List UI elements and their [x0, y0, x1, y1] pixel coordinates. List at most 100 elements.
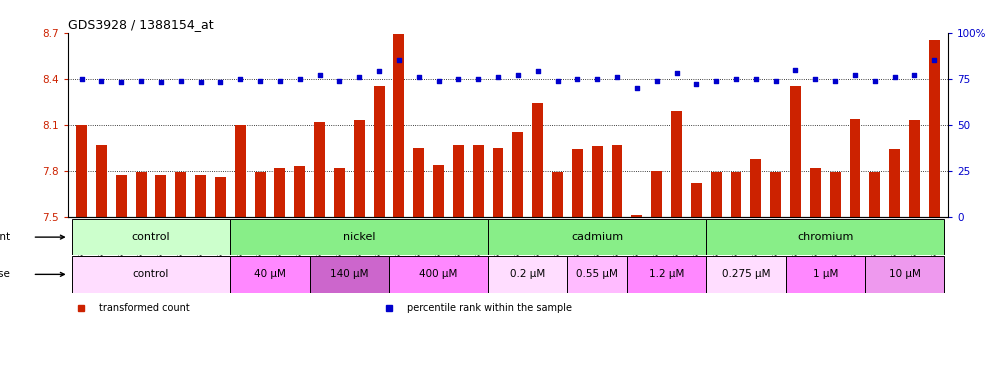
Text: 0.55 μM: 0.55 μM	[577, 269, 619, 280]
Bar	[552, 172, 563, 217]
Point	[172, 78, 188, 84]
Point	[708, 78, 724, 84]
Bar	[72, 256, 230, 293]
Bar	[294, 166, 305, 217]
Bar	[691, 183, 702, 217]
Bar	[706, 256, 786, 293]
Text: GDS3928 / 1388154_at: GDS3928 / 1388154_at	[68, 18, 213, 31]
Point	[847, 72, 863, 78]
Bar	[568, 256, 626, 293]
Bar	[711, 172, 722, 217]
Bar	[235, 125, 246, 217]
Bar	[230, 256, 310, 293]
Point	[212, 79, 228, 86]
Point	[906, 72, 922, 78]
Point	[94, 78, 110, 84]
Point	[114, 79, 129, 86]
Bar	[770, 172, 781, 217]
Point	[292, 76, 308, 82]
Point	[352, 74, 368, 80]
Bar	[354, 120, 365, 217]
Bar	[310, 256, 389, 293]
Point	[828, 78, 844, 84]
Bar	[72, 219, 230, 255]
Bar	[96, 145, 107, 217]
Bar	[488, 256, 568, 293]
Point	[628, 85, 644, 91]
Point	[133, 78, 149, 84]
Point	[153, 79, 169, 86]
Point	[252, 78, 268, 84]
Point	[610, 74, 625, 80]
Bar	[631, 215, 642, 217]
Bar	[195, 175, 206, 217]
Bar	[512, 132, 523, 217]
Point	[470, 76, 486, 82]
Bar	[393, 34, 404, 217]
Bar	[850, 119, 861, 217]
Point	[74, 76, 90, 82]
Text: control: control	[131, 232, 170, 242]
Bar	[889, 149, 900, 217]
Point	[648, 78, 664, 84]
Bar	[413, 148, 424, 217]
Point	[450, 76, 466, 82]
Point	[372, 68, 387, 74]
Text: 0.275 μM: 0.275 μM	[722, 269, 770, 280]
Bar	[493, 148, 504, 217]
Bar	[572, 149, 583, 217]
Point	[867, 78, 882, 84]
Text: 10 μM: 10 μM	[888, 269, 920, 280]
Bar	[626, 256, 706, 293]
Text: control: control	[132, 269, 169, 280]
Point	[332, 78, 348, 84]
Point	[510, 72, 526, 78]
Bar	[374, 86, 384, 217]
Point	[312, 72, 328, 78]
Point	[570, 76, 586, 82]
Point	[668, 70, 684, 76]
Text: 400 μM: 400 μM	[419, 269, 458, 280]
Bar	[135, 172, 146, 217]
Point	[272, 78, 288, 84]
Bar	[175, 172, 186, 217]
Point	[808, 76, 824, 82]
Bar	[334, 168, 345, 217]
Bar	[230, 219, 488, 255]
Text: chromium: chromium	[797, 232, 854, 242]
Bar	[929, 40, 940, 217]
Bar	[810, 168, 821, 217]
Point	[728, 76, 744, 82]
Point	[688, 81, 704, 87]
Bar	[433, 165, 444, 217]
Bar	[116, 175, 126, 217]
Point	[768, 78, 784, 84]
Bar	[532, 103, 543, 217]
Bar	[651, 171, 662, 217]
Bar	[870, 172, 880, 217]
Point	[192, 79, 208, 86]
Text: 1 μM: 1 μM	[813, 269, 838, 280]
Point	[788, 66, 804, 73]
Bar	[790, 86, 801, 217]
Point	[530, 68, 546, 74]
Text: dose: dose	[0, 269, 11, 280]
Point	[490, 74, 506, 80]
Bar	[909, 120, 920, 217]
Bar	[155, 175, 166, 217]
Bar	[215, 177, 226, 217]
Bar	[473, 145, 484, 217]
Point	[232, 76, 248, 82]
Point	[926, 57, 942, 63]
Bar	[612, 145, 622, 217]
Text: 0.2 μM: 0.2 μM	[510, 269, 546, 280]
Text: 40 μM: 40 μM	[254, 269, 286, 280]
Text: 1.2 μM: 1.2 μM	[649, 269, 684, 280]
Point	[886, 74, 902, 80]
Bar	[671, 111, 682, 217]
Point	[550, 78, 566, 84]
Text: percentile rank within the sample: percentile rank within the sample	[406, 303, 572, 313]
Point	[410, 74, 426, 80]
Bar	[488, 219, 706, 255]
Bar	[730, 172, 741, 217]
